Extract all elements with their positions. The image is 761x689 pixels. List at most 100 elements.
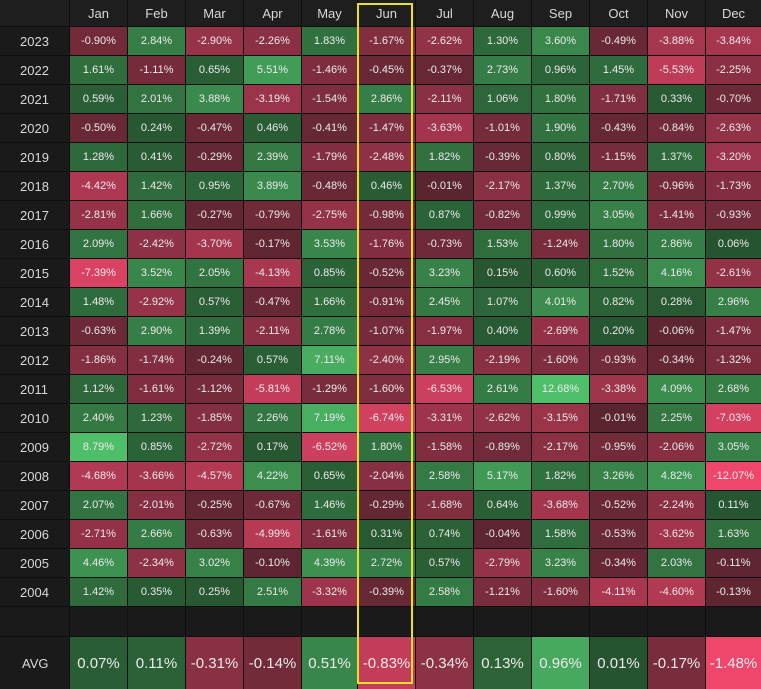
return-cell: 3.89% [244, 172, 301, 200]
return-cell: 3.60% [532, 27, 589, 55]
return-cell: 4.82% [648, 462, 705, 490]
return-cell: -6.53% [416, 375, 473, 403]
return-cell: 0.25% [186, 578, 243, 606]
return-cell: -2.81% [70, 201, 127, 229]
return-cell: -0.90% [70, 27, 127, 55]
year-label: 2012 [0, 346, 69, 374]
return-cell: 2.45% [416, 288, 473, 316]
return-cell: 1.80% [532, 85, 589, 113]
return-cell: -1.01% [474, 114, 531, 142]
return-cell: -2.26% [244, 27, 301, 55]
return-cell: -3.70% [186, 230, 243, 258]
return-cell: -2.01% [128, 491, 185, 519]
return-cell: 3.05% [706, 433, 761, 461]
month-header-jan: Jan [70, 0, 127, 26]
return-cell: -0.45% [358, 56, 415, 84]
return-cell: -1.60% [532, 346, 589, 374]
return-cell: 0.96% [532, 56, 589, 84]
year-label: 2004 [0, 578, 69, 606]
return-cell: -1.58% [416, 433, 473, 461]
return-cell: -2.79% [474, 549, 531, 577]
return-cell: 2.05% [186, 259, 243, 287]
return-cell: -0.48% [302, 172, 357, 200]
return-cell: -2.24% [648, 491, 705, 519]
return-cell: -0.01% [590, 404, 647, 432]
return-cell: 2.68% [706, 375, 761, 403]
return-cell: -3.63% [416, 114, 473, 142]
return-cell: 2.95% [416, 346, 473, 374]
return-cell: -3.66% [128, 462, 185, 490]
return-cell: 1.63% [706, 520, 761, 548]
return-cell: -0.17% [244, 230, 301, 258]
avg-return-cell: -0.17% [648, 637, 705, 689]
return-cell: -1.79% [302, 143, 357, 171]
return-cell: -2.69% [532, 317, 589, 345]
spacer-cell [186, 607, 243, 636]
return-cell: 2.07% [70, 491, 127, 519]
return-cell: -2.72% [186, 433, 243, 461]
return-cell: 2.70% [590, 172, 647, 200]
return-cell: 1.61% [70, 56, 127, 84]
return-cell: 0.59% [70, 85, 127, 113]
return-cell: -0.01% [416, 172, 473, 200]
return-cell: -2.17% [532, 433, 589, 461]
return-cell: 0.41% [128, 143, 185, 171]
header-corner [0, 0, 69, 26]
return-cell: -2.62% [416, 27, 473, 55]
return-cell: -0.39% [474, 143, 531, 171]
return-cell: 1.39% [186, 317, 243, 345]
return-cell: -0.37% [416, 56, 473, 84]
return-cell: 2.03% [648, 549, 705, 577]
return-cell: -1.67% [358, 27, 415, 55]
return-cell: 3.23% [532, 549, 589, 577]
return-cell: -3.20% [706, 143, 761, 171]
return-cell: -5.53% [648, 56, 705, 84]
return-cell: 3.05% [590, 201, 647, 229]
return-cell: -0.11% [706, 549, 761, 577]
avg-return-cell: 0.01% [590, 637, 647, 689]
return-cell: -2.06% [648, 433, 705, 461]
spacer-cell [532, 607, 589, 636]
spacer-cell [474, 607, 531, 636]
return-cell: 1.42% [128, 172, 185, 200]
return-cell: 1.46% [302, 491, 357, 519]
return-cell: -0.53% [590, 520, 647, 548]
month-header-jul: Jul [416, 0, 473, 26]
return-cell: 0.65% [186, 56, 243, 84]
return-cell: 3.52% [128, 259, 185, 287]
return-cell: 2.73% [474, 56, 531, 84]
return-cell: 1.83% [302, 27, 357, 55]
return-cell: -0.95% [590, 433, 647, 461]
return-cell: -0.39% [358, 578, 415, 606]
return-cell: -0.06% [648, 317, 705, 345]
return-cell: 1.80% [358, 433, 415, 461]
return-cell: -2.71% [70, 520, 127, 548]
return-cell: -3.62% [648, 520, 705, 548]
avg-return-cell: 0.07% [70, 637, 127, 689]
avg-return-cell: -1.48% [706, 637, 761, 689]
return-cell: 0.85% [302, 259, 357, 287]
return-cell: -1.29% [302, 375, 357, 403]
spacer-cell [358, 607, 415, 636]
return-cell: -0.63% [186, 520, 243, 548]
return-cell: -1.54% [302, 85, 357, 113]
month-header-aug: Aug [474, 0, 531, 26]
return-cell: 3.02% [186, 549, 243, 577]
spacer-cell [244, 607, 301, 636]
month-header-mar: Mar [186, 0, 243, 26]
return-cell: -6.52% [302, 433, 357, 461]
return-cell: 3.88% [186, 85, 243, 113]
return-cell: 0.82% [590, 288, 647, 316]
return-cell: -0.50% [70, 114, 127, 142]
return-cell: 0.35% [128, 578, 185, 606]
return-cell: -4.11% [590, 578, 647, 606]
return-cell: 2.84% [128, 27, 185, 55]
spacer-cell [70, 607, 127, 636]
return-cell: 1.90% [532, 114, 589, 142]
avg-return-cell: 0.11% [128, 637, 185, 689]
return-cell: 2.90% [128, 317, 185, 345]
return-cell: 4.09% [648, 375, 705, 403]
year-label: 2014 [0, 288, 69, 316]
return-cell: 0.80% [532, 143, 589, 171]
return-cell: -1.32% [706, 346, 761, 374]
